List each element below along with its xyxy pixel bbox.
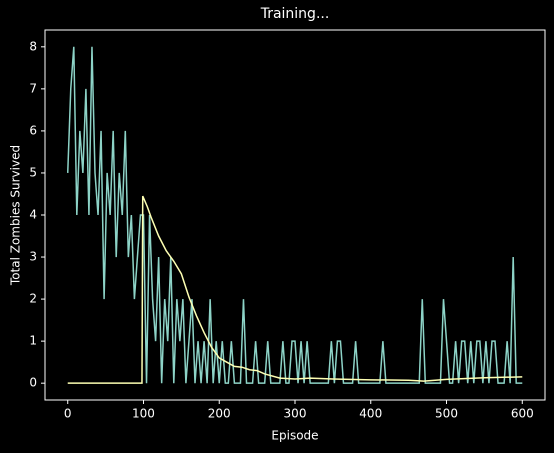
x-axis-label: Episode [271,429,318,443]
plot-frame [44,29,546,401]
y-tick-label: 3 [29,250,37,264]
y-tick-label: 1 [29,334,37,348]
y-tick-label: 4 [29,208,37,222]
x-tick-label: 300 [284,407,307,421]
x-tick-label: 100 [132,407,155,421]
x-tick-label: 0 [64,407,72,421]
x-tick-label: 500 [435,407,458,421]
y-tick-label: 5 [29,165,37,179]
y-tick-label: 6 [29,123,37,137]
y-tick-label: 0 [29,376,37,390]
y-tick-label: 2 [29,292,37,306]
y-tick-label: 7 [29,81,37,95]
y-axis-label: Total Zombies Survived [9,145,23,286]
y-tick-label: 8 [29,39,37,53]
x-tick-label: 400 [359,407,382,421]
series-line [67,195,523,384]
series-line [66,46,523,384]
x-tick-label: 600 [511,407,534,421]
x-tick-label: 200 [208,407,231,421]
chart-title: Training... [260,6,330,22]
